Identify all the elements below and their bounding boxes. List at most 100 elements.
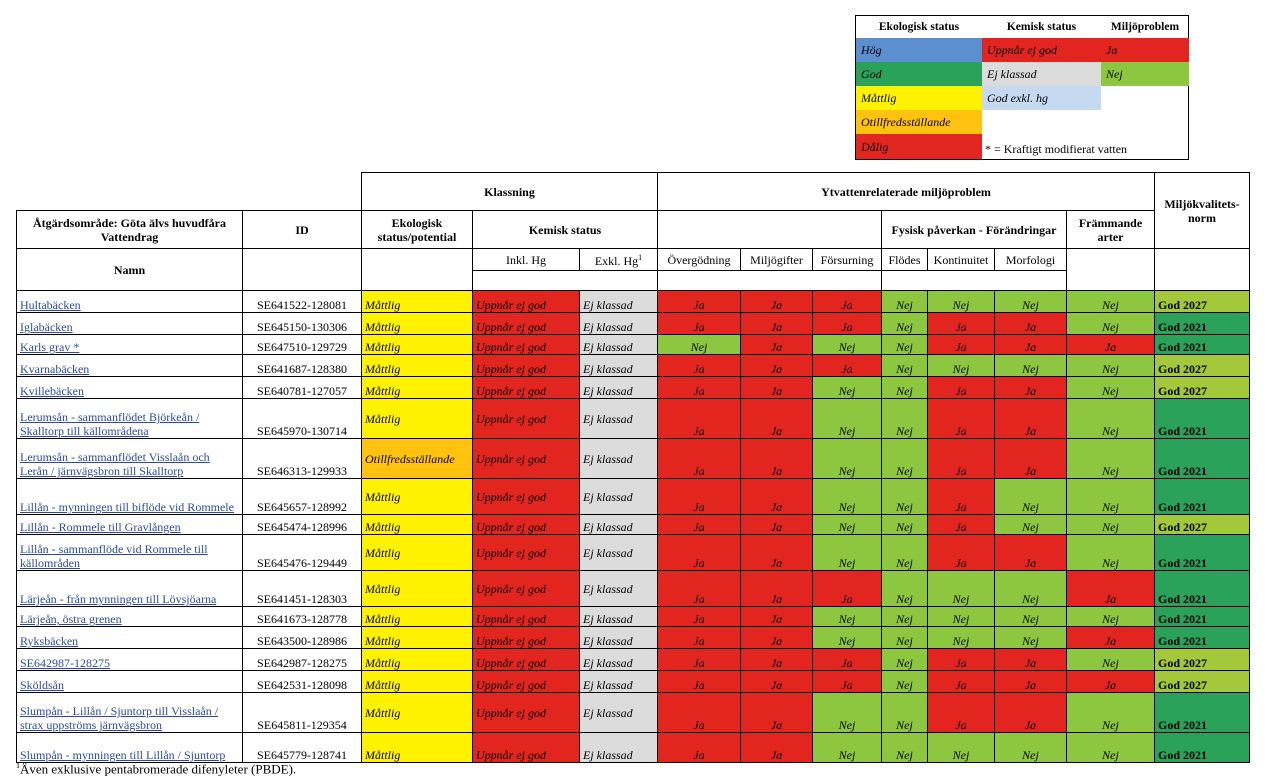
water-body-link[interactable]: Slumpån - mynningen till Lillån / Sjunto… <box>20 748 226 762</box>
water-body-link[interactable]: Lerumsån - sammanflödet Visslaån och Ler… <box>20 450 210 478</box>
cell-exkl: Ej klassad <box>579 692 658 733</box>
cell-name[interactable]: Ryksbäcken <box>16 626 243 649</box>
cell-exkl: Ej klassad <box>579 534 658 571</box>
cell-mo: Ja <box>994 376 1067 399</box>
cell-eko: Måttlig <box>361 570 473 607</box>
header-morfologi: Morfologi <box>994 248 1067 271</box>
cell-mo: Nej <box>994 354 1067 377</box>
cell-name[interactable]: Slumpån - Lillån / Sjuntorp till Visslaå… <box>16 692 243 733</box>
cell-fo: Ja <box>812 648 882 671</box>
cell-ov: Ja <box>657 648 741 671</box>
water-body-link[interactable]: Lillån - mynningen till biflöde vid Romm… <box>20 500 234 514</box>
cell-ko: Nej <box>927 354 995 377</box>
cell-mg: Ja <box>740 290 813 313</box>
cell-fo: Nej <box>812 438 882 479</box>
cell-ko: Ja <box>927 514 995 535</box>
water-body-link[interactable]: Lillån - sammanflöde vid Rommele till kä… <box>20 542 208 570</box>
cell-fo: Nej <box>812 606 882 627</box>
water-body-link[interactable]: Lärjeån - från mynningen till Lövsjöarna <box>20 592 217 606</box>
cell-name[interactable]: Kvillebäcken <box>16 376 243 399</box>
water-body-link[interactable]: Karls grav * <box>20 340 80 354</box>
water-body-link[interactable]: Hultabäcken <box>20 298 81 312</box>
cell-fo: Ja <box>812 312 882 335</box>
cell-ov: Ja <box>657 670 741 693</box>
cell-mo: Nej <box>994 606 1067 627</box>
footnote: 1Även exklusive pentabromerade difenylet… <box>16 761 296 777</box>
cell-mo: Ja <box>994 648 1067 671</box>
cell-eko: Måttlig <box>361 670 473 693</box>
cell-eko: Otillfredsställande <box>361 438 473 479</box>
cell-norm: God 2021 <box>1154 312 1250 335</box>
header-blank-id <box>242 248 362 291</box>
cell-norm: God 2021 <box>1154 692 1250 733</box>
cell-name[interactable]: Lillån - sammanflöde vid Rommele till kä… <box>16 534 243 571</box>
cell-name[interactable]: Sköldsån <box>16 670 243 693</box>
water-body-link[interactable]: Lerumsån - sammanflödet Björkeån / Skall… <box>20 410 200 438</box>
cell-name[interactable]: Lerumsån - sammanflödet Björkeån / Skall… <box>16 398 243 439</box>
header-flodes: Flödes <box>881 248 928 271</box>
water-body-link[interactable]: SE642987-128275 <box>20 656 110 670</box>
cell-name[interactable]: Slumpån - mynningen till Lillån / Sjunto… <box>16 732 243 763</box>
legend-box: Ekologisk status Kemisk status Miljöprob… <box>855 15 1189 160</box>
cell-name[interactable]: Kvarnabäcken <box>16 354 243 377</box>
cell-inkl: Uppnår ej god <box>472 312 580 335</box>
cell-fa: Nej <box>1066 534 1155 571</box>
cell-inkl: Uppnår ej god <box>472 732 580 763</box>
cell-fa: Ja <box>1066 670 1155 693</box>
water-body-link[interactable]: Lärjeån, östra grenen <box>20 612 122 626</box>
cell-exkl: Ej klassad <box>579 334 658 355</box>
cell-name[interactable]: Karls grav * <box>16 334 243 355</box>
cell-name[interactable]: SE642987-128275 <box>16 648 243 671</box>
legend-miljo-nej: Nej <box>1101 62 1189 86</box>
header-kontinuitet: Kontinuitet <box>927 248 995 271</box>
cell-mo: Ja <box>994 692 1067 733</box>
cell-name[interactable]: Lillån - mynningen till biflöde vid Romm… <box>16 478 243 515</box>
legend-eko-mattlig: Måttlig <box>856 86 982 110</box>
cell-fl: Nej <box>881 648 928 671</box>
cell-fa: Nej <box>1066 438 1155 479</box>
cell-fl: Nej <box>881 376 928 399</box>
header-blank-norm <box>1154 248 1250 291</box>
cell-ko: Ja <box>927 692 995 733</box>
cell-inkl: Uppnår ej god <box>472 692 580 733</box>
cell-mg: Ja <box>740 334 813 355</box>
header-blank-fys <box>881 270 1067 291</box>
water-body-link[interactable]: Iglabäcken <box>20 320 73 334</box>
cell-name[interactable]: Lärjeån - från mynningen till Lövsjöarna <box>16 570 243 607</box>
cell-id: SE645150-130306 <box>242 312 362 335</box>
legend-kem-ej-klassad: Ej klassad <box>982 62 1101 86</box>
table-row: Sköldsån SE642531-128098 Måttlig Uppnår ej … <box>16 670 1250 693</box>
water-body-link[interactable]: Slumpån - Lillån / Sjuntorp till Visslaå… <box>20 704 219 732</box>
water-body-link[interactable]: Ryksbäcken <box>20 634 79 648</box>
cell-name[interactable]: Hultabäcken <box>16 290 243 313</box>
cell-id: SE641673-128778 <box>242 606 362 627</box>
legend-header-ekologisk: Ekologisk status <box>878 21 960 33</box>
cell-inkl: Uppnår ej god <box>472 290 580 313</box>
table-row: Karls grav * SE647510-129729 Måttlig Uppnår… <box>16 334 1250 355</box>
cell-ov: Ja <box>657 478 741 515</box>
water-body-link[interactable]: Lillån - Rommele till Gravlången <box>20 520 181 534</box>
cell-id: SE646313-129933 <box>242 438 362 479</box>
cell-name[interactable]: Lillån - Rommele till Gravlången <box>16 514 243 535</box>
cell-norm: God 2021 <box>1154 398 1250 439</box>
water-body-link[interactable]: Sköldsån <box>20 678 65 692</box>
cell-ov: Ja <box>657 534 741 571</box>
water-body-link[interactable]: Kvarnabäcken <box>20 362 90 376</box>
legend-eko-god: God <box>856 62 982 86</box>
cell-name[interactable]: Lärjeån, östra grenen <box>16 606 243 627</box>
cell-fl: Nej <box>881 514 928 535</box>
cell-eko: Måttlig <box>361 376 473 399</box>
water-body-link[interactable]: Kvillebäcken <box>20 384 84 398</box>
cell-fo: Ja <box>812 670 882 693</box>
cell-name[interactable]: Iglabäcken <box>16 312 243 335</box>
cell-fl: Nej <box>881 670 928 693</box>
cell-mg: Ja <box>740 626 813 649</box>
cell-ov: Ja <box>657 732 741 763</box>
cell-inkl: Uppnår ej god <box>472 334 580 355</box>
legend-header-kemisk: Kemisk status <box>1006 21 1077 33</box>
header-exkl-hg: Exkl. Hg1 <box>579 248 658 271</box>
cell-name[interactable]: Lerumsån - sammanflödet Visslaån och Ler… <box>16 438 243 479</box>
cell-exkl: Ej klassad <box>579 438 658 479</box>
cell-norm: God 2021 <box>1154 570 1250 607</box>
cell-eko: Måttlig <box>361 626 473 649</box>
